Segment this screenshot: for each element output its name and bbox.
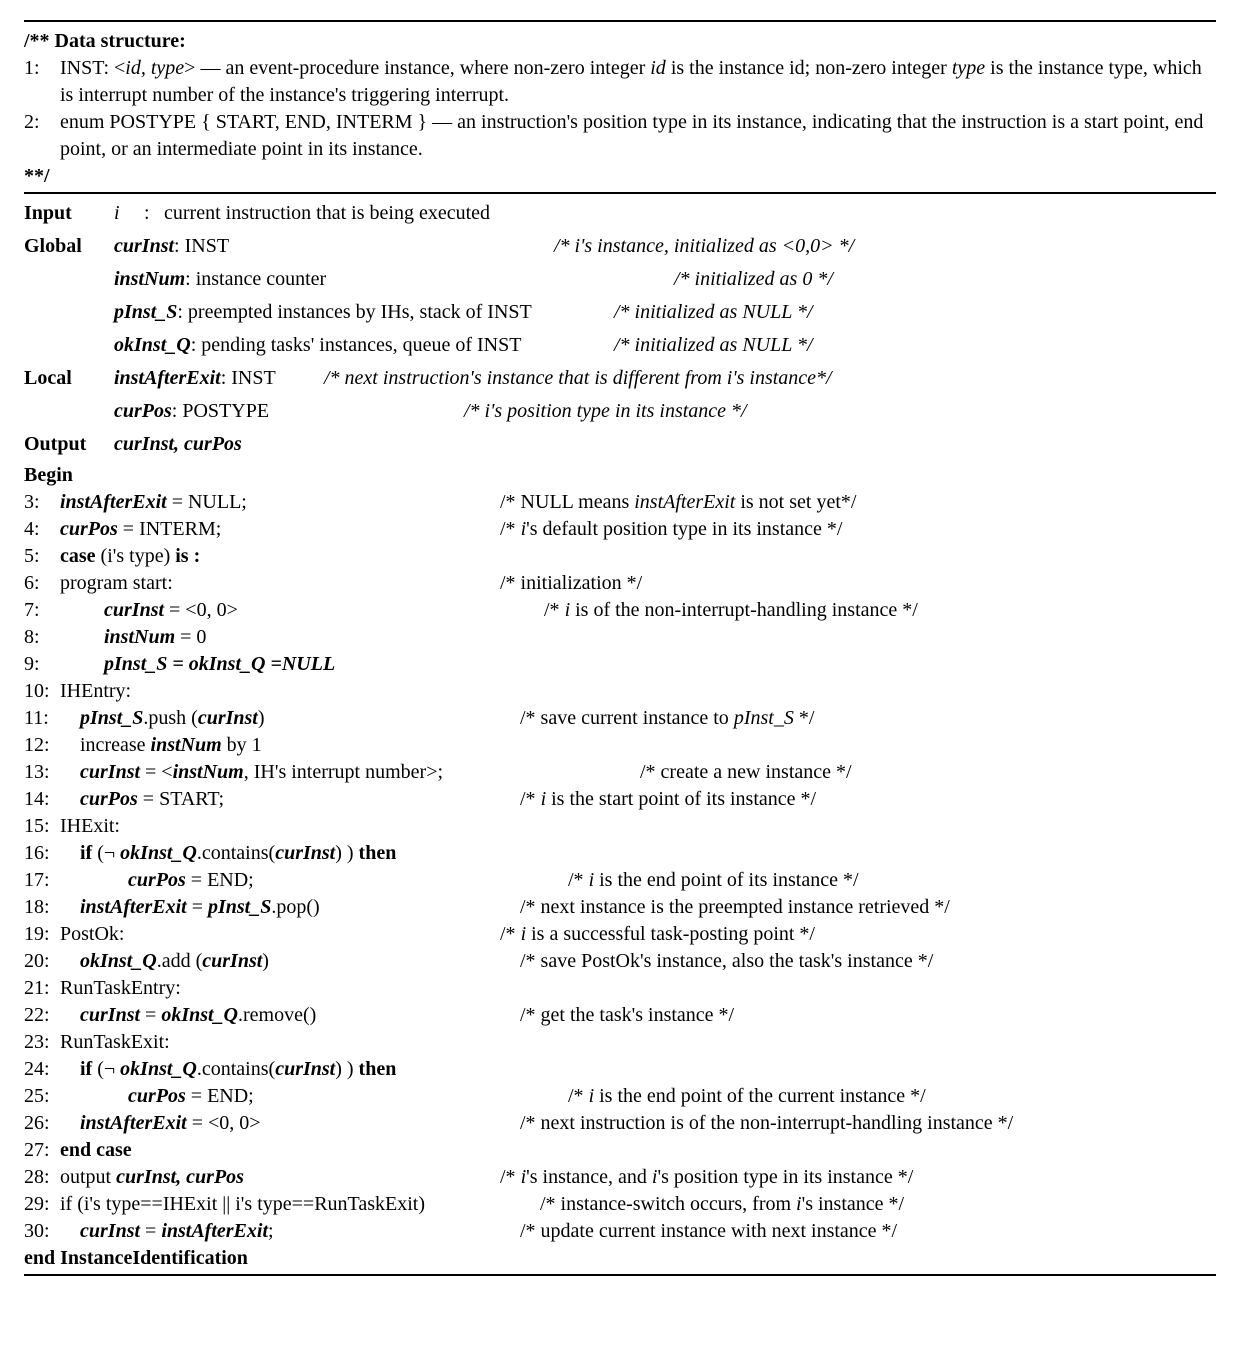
line-11: 11: pInst_S.push (curInst) /* save curre…: [24, 705, 1216, 732]
cmt: /* instance-switch occurs, from i's inst…: [540, 1191, 904, 1218]
line-7: 7: curInst = <0, 0> /* i is of the non-i…: [24, 597, 1216, 624]
cmt: /* NULL means instAfterExit is not set y…: [500, 489, 856, 516]
top-rule: [24, 20, 1216, 22]
line-13: 13: curInst = <instNum, IH's interrupt n…: [24, 759, 1216, 786]
line-27: 27: end case: [24, 1137, 1216, 1164]
line-30: 30: curInst = instAfterExit; /* update c…: [24, 1218, 1216, 1245]
line-14: 14: curPos = START; /* i is the start po…: [24, 786, 1216, 813]
output-row: Output curInst, curPos: [24, 431, 1216, 458]
line-28: 28: output curInst, curPos /* i's instan…: [24, 1164, 1216, 1191]
cmt: /* i is of the non-interrupt-handling in…: [544, 597, 918, 624]
bottom-rule: [24, 1274, 1216, 1276]
line-9: 9: pInst_S = okInst_Q =NULL: [24, 651, 1216, 678]
colon: :: [144, 200, 164, 227]
local-label: Local: [24, 365, 114, 392]
global-row-2: instNum: instance counter /* initialized…: [24, 266, 1216, 293]
cmt: /* next instance is the preempted instan…: [520, 894, 950, 921]
global-row-1: Global curInst: INST /* i's instance, in…: [24, 233, 1216, 260]
end-proc: end InstanceIdentification: [24, 1245, 1216, 1272]
cmt: /* i is the start point of its instance …: [520, 786, 816, 813]
ds-line-2-text: enum POSTYPE { START, END, INTERM } — an…: [60, 109, 1216, 163]
ds-line-1: 1: INST: <id, type> — an event-procedure…: [24, 55, 1216, 109]
g3: pInst_S: preempted instances by IHs, sta…: [114, 299, 614, 326]
line-6: 6: program start: /* initialization */: [24, 570, 1216, 597]
line-num: 2:: [24, 109, 60, 163]
line-5: 5: case (i's type) is :: [24, 543, 1216, 570]
g2-cmt: /* initialized as 0 */: [674, 266, 833, 293]
cmt: /* i's instance, and i's position type i…: [500, 1164, 913, 1191]
line-20: 20: okInst_Q.add (curInst) /* save PostO…: [24, 948, 1216, 975]
line-17: 17: curPos = END; /* i is the end point …: [24, 867, 1216, 894]
g1: curInst: INST: [114, 233, 554, 260]
line-18: 18: instAfterExit = pInst_S.pop() /* nex…: [24, 894, 1216, 921]
cmt: /* i is a successful task-posting point …: [500, 921, 815, 948]
line-4: 4: curPos = INTERM; /* i's default posit…: [24, 516, 1216, 543]
cmt: /* i's default position type in its inst…: [500, 516, 842, 543]
l2-cmt: /* i's position type in its instance */: [464, 398, 747, 425]
local-row-2: curPos: POSTYPE /* i's position type in …: [24, 398, 1216, 425]
global-label: Global: [24, 233, 114, 260]
cmt: /* next instruction is of the non-interr…: [520, 1110, 1013, 1137]
line-num: 1:: [24, 55, 60, 109]
cmt: /* save PostOk's instance, also the task…: [520, 948, 933, 975]
cmt: /* i is the end point of the current ins…: [568, 1083, 926, 1110]
line-16: 16: if (¬ okInst_Q.contains(curInst) ) t…: [24, 840, 1216, 867]
l2: curPos: POSTYPE: [114, 398, 464, 425]
input-row: Input i : current instruction that is be…: [24, 200, 1216, 227]
line-23: 23: RunTaskExit:: [24, 1029, 1216, 1056]
g2: instNum: instance counter: [114, 266, 674, 293]
begin: Begin: [24, 462, 1216, 489]
cmt: /* update current instance with next ins…: [520, 1218, 897, 1245]
global-row-4: okInst_Q: pending tasks' instances, queu…: [24, 332, 1216, 359]
line-15: 15: IHExit:: [24, 813, 1216, 840]
global-row-3: pInst_S: preempted instances by IHs, sta…: [24, 299, 1216, 326]
input-label: Input: [24, 200, 114, 227]
input-var: i: [114, 200, 144, 227]
line-24: 24: if (¬ okInst_Q.contains(curInst) ) t…: [24, 1056, 1216, 1083]
line-21: 21: RunTaskEntry:: [24, 975, 1216, 1002]
local-row-1: Local instAfterExit: INST /* next instru…: [24, 365, 1216, 392]
ds-end: **/: [24, 163, 1216, 190]
g4-cmt: /* initialized as NULL */: [614, 332, 813, 359]
line-25: 25: curPos = END; /* i is the end point …: [24, 1083, 1216, 1110]
line-8: 8: instNum = 0: [24, 624, 1216, 651]
cmt: /* get the task's instance */: [520, 1002, 734, 1029]
ds-line-2: 2: enum POSTYPE { START, END, INTERM } —…: [24, 109, 1216, 163]
l1-cmt: /* next instruction's instance that is d…: [324, 365, 832, 392]
input-desc: current instruction that is being execut…: [164, 200, 490, 227]
line-12: 12: increase instNum by 1: [24, 732, 1216, 759]
line-10: 10: IHEntry:: [24, 678, 1216, 705]
g3-cmt: /* initialized as NULL */: [614, 299, 813, 326]
g1-cmt: /* i's instance, initialized as <0,0> */: [554, 233, 854, 260]
line-29: 29: if (i's type==IHExit || i's type==Ru…: [24, 1191, 1216, 1218]
ds-line-1-text: INST: <id, type> — an event-procedure in…: [60, 55, 1216, 109]
ds-label: /** Data structure:: [24, 28, 186, 55]
line-3: 3: instAfterExit = NULL; /* NULL means i…: [24, 489, 1216, 516]
output-vars: curInst, curPos: [114, 431, 242, 458]
g4: okInst_Q: pending tasks' instances, queu…: [114, 332, 614, 359]
line-26: 26: instAfterExit = <0, 0> /* next instr…: [24, 1110, 1216, 1137]
cmt: /* initialization */: [500, 570, 642, 597]
line-22: 22: curInst = okInst_Q.remove() /* get t…: [24, 1002, 1216, 1029]
output-label: Output: [24, 431, 114, 458]
ds-header: /** Data structure:: [24, 28, 1216, 55]
l1: instAfterExit: INST: [114, 365, 324, 392]
rule-1: [24, 192, 1216, 194]
cmt: /* create a new instance */: [640, 759, 852, 786]
line-19: 19: PostOk: /* i is a successful task-po…: [24, 921, 1216, 948]
cmt: /* save current instance to pInst_S */: [520, 705, 814, 732]
cmt: /* i is the end point of its instance */: [568, 867, 859, 894]
